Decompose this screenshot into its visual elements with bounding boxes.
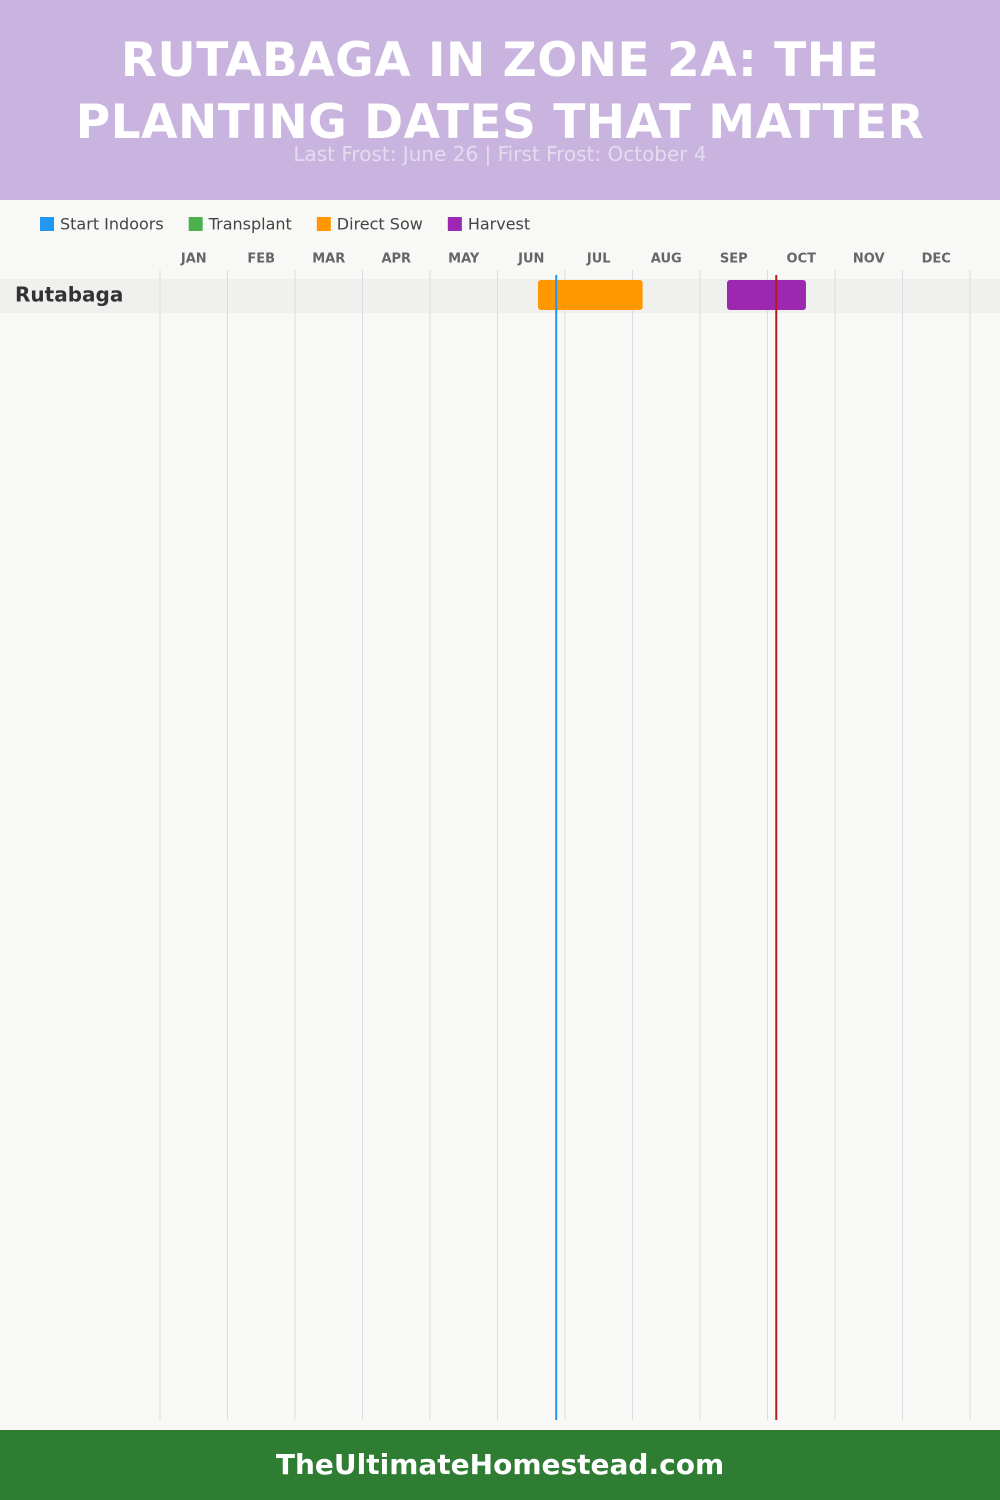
x-tick-label: NOV [853, 252, 885, 267]
x-tick-label: DEC [922, 252, 951, 267]
x-tick-label: FEB [247, 252, 275, 267]
bar [538, 280, 643, 310]
x-tick-label: SEP [720, 252, 748, 267]
row-label: Rutabaga [15, 283, 123, 307]
legend-swatch [188, 217, 203, 231]
bar [727, 280, 806, 310]
x-tick-label: AUG [651, 252, 682, 267]
legend-label: Harvest [468, 215, 530, 234]
x-tick-label: MAY [448, 252, 480, 267]
row-background [0, 279, 1000, 313]
x-tick-label: JAN [180, 252, 207, 267]
footer: TheUltimateHomestead.com [0, 1430, 1000, 1500]
chart-subtitle: Last Frost: June 26 | First Frost: Octob… [293, 142, 707, 166]
legend-label: Transplant [208, 215, 292, 234]
legend-label: Direct Sow [337, 215, 423, 234]
x-tick-label: JUL [586, 252, 611, 267]
chart: Start Indoors Transplant Direct Sow Harvest… [0, 215, 1000, 1420]
legend-swatch [40, 217, 54, 231]
x-tick-label: OCT [787, 252, 817, 267]
legend-swatch [316, 217, 331, 231]
x-tick-label: APR [381, 252, 411, 267]
legend-label: Start Indoors [60, 215, 164, 234]
header: RUTABAGA IN ZONE 2A: THE PLANTING DATES … [0, 0, 1000, 200]
x-tick-label: MAR [312, 252, 345, 267]
legend-swatch [447, 217, 462, 231]
chart-title: RUTABAGA IN ZONE 2A: THE PLANTING DATES … [75, 33, 925, 150]
x-tick-label: JUN [517, 252, 544, 267]
